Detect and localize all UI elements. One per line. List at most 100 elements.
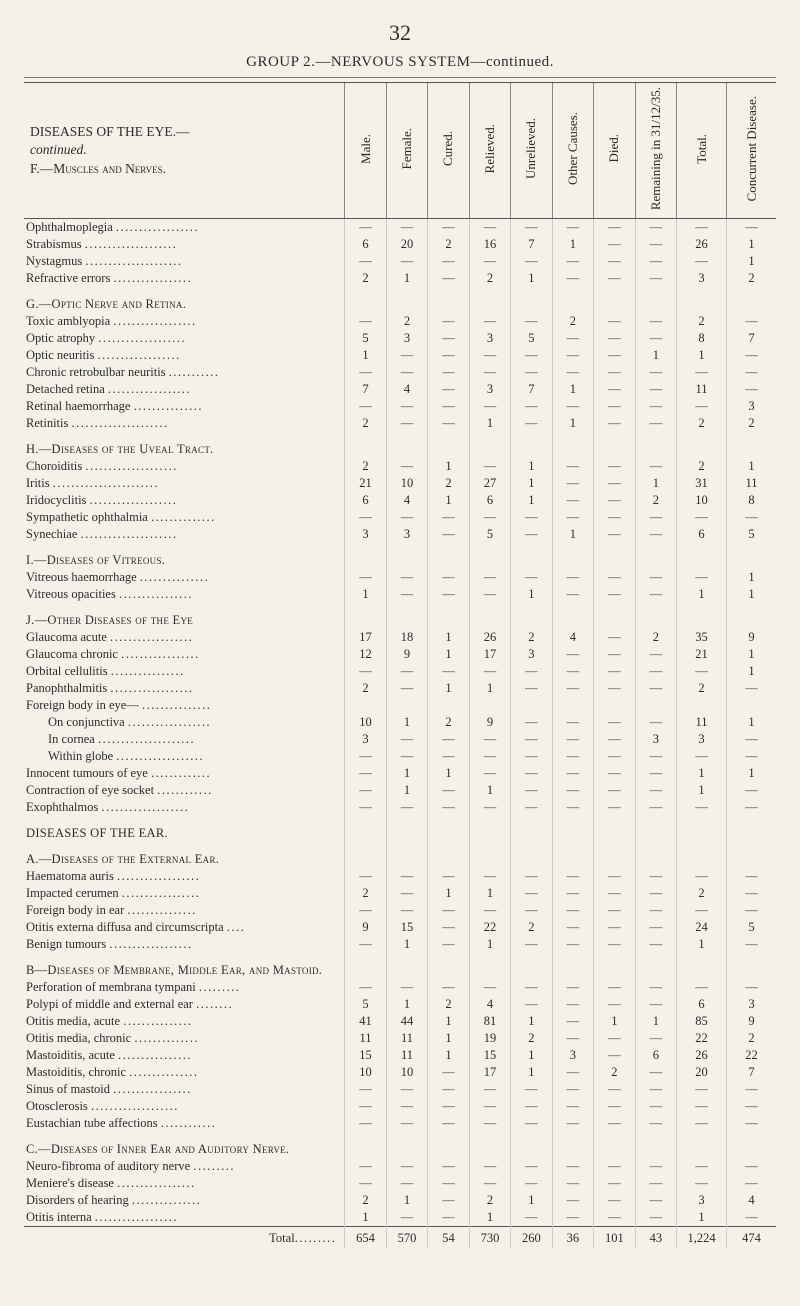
- table-cell: 20: [677, 1064, 727, 1081]
- table-cell: 1: [727, 586, 776, 603]
- table-cell: 1: [727, 253, 776, 270]
- section-empty-cell: [677, 287, 727, 313]
- table-cell: [594, 1115, 635, 1132]
- table-cell: [428, 1081, 469, 1098]
- table-cell: [469, 458, 510, 475]
- table-cell: [594, 492, 635, 509]
- row-label: Mastoiditis, chronic ...............: [24, 1064, 345, 1081]
- table-cell: [594, 697, 635, 714]
- table-cell: 2: [428, 714, 469, 731]
- table-cell: [552, 979, 593, 996]
- table-cell: [428, 415, 469, 432]
- table-cell: [727, 347, 776, 364]
- table-cell: [469, 586, 510, 603]
- table-cell: [635, 714, 676, 731]
- row-label: On conjunctiva ..................: [24, 714, 345, 731]
- row-label: Glaucoma chronic .................: [24, 646, 345, 663]
- table-cell: 3: [727, 398, 776, 415]
- table-cell: [594, 996, 635, 1013]
- table-cell: [469, 697, 510, 714]
- table-cell: 1: [469, 782, 510, 799]
- table-cell: 11: [345, 1030, 386, 1047]
- table-cell: [635, 1209, 676, 1227]
- table-cell: [386, 868, 427, 885]
- table-cell: [386, 253, 427, 270]
- major-empty-cell: [677, 816, 727, 842]
- data-table: DISEASES OF THE EYE.— continued. F.—Musc…: [24, 82, 776, 1248]
- table-cell: [552, 364, 593, 381]
- section-empty-cell: [552, 603, 593, 629]
- section-empty-cell: [552, 543, 593, 569]
- major-header: DISEASES OF THE EAR.: [24, 816, 776, 842]
- table-cell: [469, 1098, 510, 1115]
- section-empty-cell: [386, 1132, 427, 1158]
- table-cell: [635, 1158, 676, 1175]
- table-cell: [594, 569, 635, 586]
- table-cell: [428, 979, 469, 996]
- section-empty-cell: [386, 603, 427, 629]
- section-empty-cell: [469, 1132, 510, 1158]
- table-cell: [386, 1115, 427, 1132]
- table-cell: 6: [345, 236, 386, 253]
- table-cell: [635, 398, 676, 415]
- table-cell: 3: [469, 330, 510, 347]
- table-cell: [511, 1175, 552, 1192]
- table-cell: [511, 680, 552, 697]
- table-cell: 1: [428, 1047, 469, 1064]
- table-cell: 12: [345, 646, 386, 663]
- table-cell: 1: [677, 1209, 727, 1227]
- table-cell: [345, 219, 386, 237]
- table-row: Retinal haemorrhage ...............3: [24, 398, 776, 415]
- table-cell: [469, 799, 510, 816]
- table-cell: [386, 663, 427, 680]
- row-label: Retinitis .....................: [24, 415, 345, 432]
- section-empty-cell: [386, 432, 427, 458]
- table-cell: [511, 1115, 552, 1132]
- table-cell: [552, 1209, 593, 1227]
- section-empty-cell: [677, 842, 727, 868]
- table-cell: [552, 1115, 593, 1132]
- section-empty-cell: [635, 603, 676, 629]
- table-cell: [635, 1098, 676, 1115]
- col-relieved: Relieved.: [469, 83, 510, 219]
- row-label: Eustachian tube affections ............: [24, 1115, 345, 1132]
- table-cell: [511, 936, 552, 953]
- table-cell: 8: [727, 492, 776, 509]
- table-cell: 2: [345, 885, 386, 902]
- table-cell: 11: [677, 714, 727, 731]
- table-cell: [552, 902, 593, 919]
- table-cell: 1: [386, 1192, 427, 1209]
- table-row: Exophthalmos ...................: [24, 799, 776, 816]
- table-row: Iridocyclitis ...................6416121…: [24, 492, 776, 509]
- major-empty-cell: [511, 816, 552, 842]
- page-number: 32: [24, 20, 776, 46]
- major-empty-cell: [552, 816, 593, 842]
- table-cell: [594, 936, 635, 953]
- table-row: Detached retina ..................743711…: [24, 381, 776, 398]
- table-cell: 1: [428, 680, 469, 697]
- row-label: Disorders of hearing ...............: [24, 1192, 345, 1209]
- table-cell: [594, 731, 635, 748]
- table-cell: [345, 1158, 386, 1175]
- table-cell: [511, 731, 552, 748]
- table-cell: 1: [552, 236, 593, 253]
- section-empty-cell: [594, 432, 635, 458]
- table-cell: [345, 364, 386, 381]
- table-cell: 2: [635, 629, 676, 646]
- table-row: Impacted cerumen .................2112: [24, 885, 776, 902]
- table-cell: 2: [428, 236, 469, 253]
- table-cell: [386, 415, 427, 432]
- header-label-line-0: DISEASES OF THE EYE.—: [30, 123, 342, 141]
- table-row: Strabismus ....................620216712…: [24, 236, 776, 253]
- table-cell: 1: [469, 415, 510, 432]
- table-cell: [345, 799, 386, 816]
- table-cell: 1: [469, 680, 510, 697]
- row-label: Chronic retrobulbar neuritis ...........: [24, 364, 345, 381]
- table-cell: [511, 782, 552, 799]
- col-cured: Cured.: [428, 83, 469, 219]
- table-cell: [428, 364, 469, 381]
- table-cell: 26: [469, 629, 510, 646]
- table-cell: [552, 253, 593, 270]
- table-cell: [469, 902, 510, 919]
- table-cell: [345, 765, 386, 782]
